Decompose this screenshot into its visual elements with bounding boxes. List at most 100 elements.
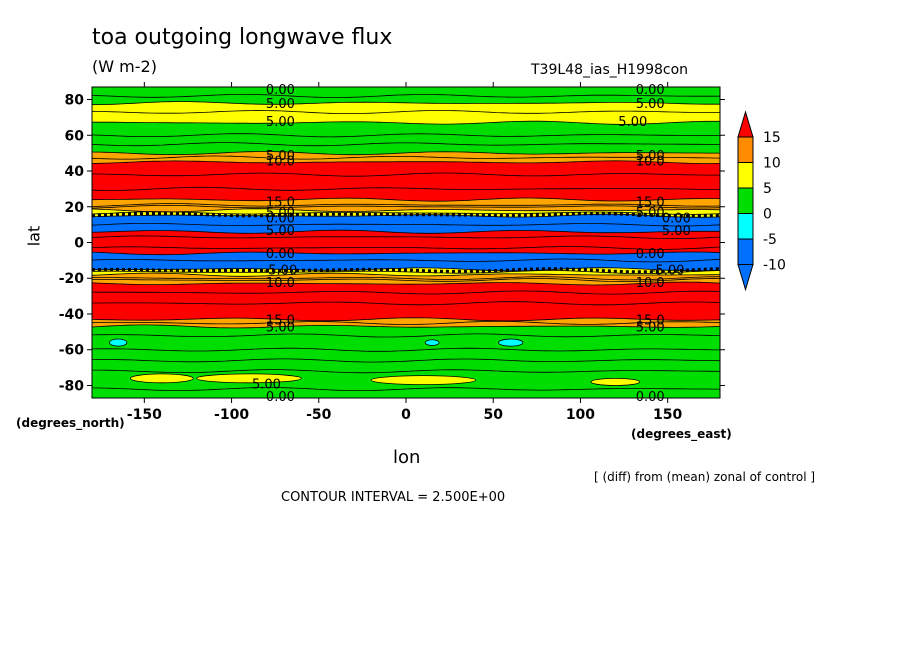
contour-line: [92, 272, 720, 277]
contour-patch: [109, 338, 128, 347]
contour-line: [92, 208, 720, 213]
contour-line: [92, 246, 720, 250]
units-label: (W m-2): [92, 57, 157, 76]
x-tick-label: 0: [401, 407, 411, 423]
y-tick-label: 80: [65, 93, 85, 109]
y-tick-label: 0: [74, 236, 84, 252]
contour-line: [92, 229, 720, 234]
contour-line: [92, 290, 720, 295]
contour-label: 5.00: [266, 224, 295, 239]
contour-label: 5.00: [266, 115, 295, 130]
contour-line: [92, 203, 720, 207]
contour-line: [92, 223, 720, 227]
x-tick-label: -50: [306, 407, 332, 423]
colorbar-segment: [737, 187, 754, 214]
contour-label: 10.0: [636, 154, 665, 169]
contour-band: [92, 214, 720, 234]
contour-label: 5.00: [636, 321, 665, 336]
contour-label: 15.0: [266, 195, 295, 210]
contour-line: [92, 101, 720, 106]
contour-line: [92, 258, 720, 263]
contour-line: [92, 320, 720, 325]
colorbar-label: 10: [763, 156, 781, 172]
colorbar-label: 0: [763, 207, 772, 223]
contour-line: [92, 333, 720, 338]
colorbar-label: -10: [763, 258, 786, 274]
colorbar-segment: [737, 136, 754, 163]
colorbar-arrow-bottom: [737, 264, 754, 292]
contour-label: 0.00: [636, 83, 665, 98]
y-tick-label: 60: [65, 128, 85, 144]
contour-band: [92, 273, 720, 285]
contour-label: 0.00: [266, 247, 295, 262]
contour-line: [92, 211, 720, 215]
colorbar-label: 15: [763, 130, 781, 146]
contour-line: [92, 204, 720, 209]
contour-patch: [129, 373, 194, 384]
y-axis-unit: (degrees_north): [16, 416, 125, 430]
y-tick-label: -20: [59, 271, 85, 287]
contour-line: [92, 251, 720, 256]
contour-line: [92, 347, 720, 352]
y-tick-label: -80: [59, 378, 85, 394]
x-tick-label: -100: [214, 407, 249, 423]
contour-line: [92, 155, 720, 160]
contour-label: -5.00: [264, 263, 298, 278]
x-tick-label: -150: [127, 407, 162, 423]
contour-line: [92, 387, 720, 391]
y-tick-label: -40: [59, 307, 85, 323]
contour-line: [92, 172, 720, 177]
contour-label: -5.00: [651, 263, 685, 278]
contour-band: [92, 252, 720, 271]
contour-label: 5.00: [252, 378, 281, 393]
contour-label: 5.00: [266, 97, 295, 112]
colorbar-label: 5: [763, 181, 772, 197]
x-axis-unit: (degrees_east): [631, 427, 732, 441]
contour-line: [92, 142, 720, 147]
y-tick-label: -60: [59, 343, 85, 359]
contour-line: [92, 110, 720, 114]
contour-band: [92, 121, 720, 155]
contour-band: [92, 282, 720, 321]
run-name: T39L48_ias_H1998con: [531, 62, 689, 78]
contour-patch: [196, 373, 302, 384]
x-tick-label: 50: [483, 407, 503, 423]
contour-label: 5.00: [618, 115, 647, 130]
y-tick-label: 40: [65, 164, 85, 180]
contour-line: [92, 133, 720, 138]
contour-line: [92, 270, 720, 274]
contour-line-negative: [92, 267, 720, 274]
colorbar-arrow-top: [737, 110, 754, 138]
contour-line: [92, 160, 720, 165]
contour-line: [92, 235, 720, 239]
contour-band: [92, 151, 720, 164]
contour-label: 15.0: [266, 313, 295, 328]
contour-label: 0.00: [662, 211, 691, 226]
contour-line: [92, 151, 720, 156]
contour-label: 0.00: [636, 247, 665, 262]
contour-line: [92, 281, 720, 286]
colorbar-segment: [737, 162, 754, 189]
contour-label: 10.0: [266, 276, 295, 291]
contour-line: [92, 324, 720, 329]
colorbar-label: -5: [763, 232, 777, 248]
x-tick-label: 150: [653, 407, 682, 423]
contour-patch: [498, 338, 524, 347]
contour-line: [92, 197, 720, 202]
contour-band: [92, 160, 720, 202]
y-tick-label: 20: [65, 200, 85, 216]
x-axis-label: lon: [393, 447, 421, 468]
contour-label: 5.00: [266, 206, 295, 221]
x-tick-label: 100: [566, 407, 595, 423]
contour-label: 10.0: [636, 276, 665, 291]
contour-line: [92, 120, 720, 125]
contour-patch: [370, 375, 477, 385]
contour-label: 15.0: [636, 195, 665, 210]
contour-label: 5.00: [636, 97, 665, 112]
contour-label: 5.00: [636, 206, 665, 221]
chart-title: toa outgoing longwave flux: [92, 25, 393, 50]
contour-label: 10.0: [266, 154, 295, 169]
contour-label: 5.00: [662, 224, 691, 239]
contour-label: 5.00: [266, 321, 295, 336]
